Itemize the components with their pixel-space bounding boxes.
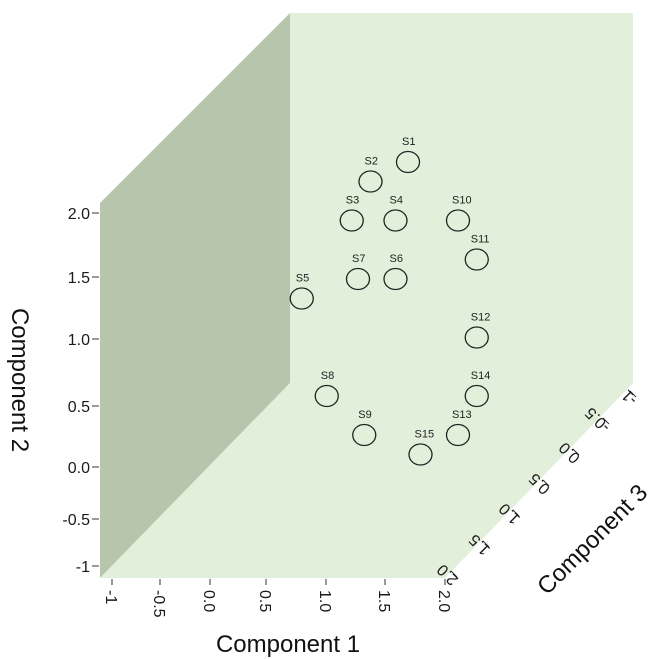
y-axis-ticks: -1 -0.5 0.0 0.5 1.0 1.5 2.0 — [62, 206, 99, 576]
data-point: S4 — [383, 195, 408, 232]
point-label: S6 — [390, 253, 403, 265]
y-axis-title: Component 2 — [6, 308, 33, 452]
point-marker — [408, 443, 433, 466]
point-marker — [289, 287, 314, 310]
point-marker — [352, 423, 377, 447]
x-tick-label: 0.5 — [256, 590, 273, 612]
x-axis-ticks: -1 -0.5 0.0 0.5 1.0 1.5 2.0 — [102, 579, 452, 618]
point-label: S7 — [352, 253, 365, 265]
data-point: S10 — [445, 195, 472, 232]
data-point: S7 — [345, 253, 371, 291]
y-tick: 1.5 — [68, 270, 99, 287]
x-tick: 1.0 — [316, 579, 333, 612]
point-label: S15 — [415, 429, 435, 441]
data-point: S12 — [464, 312, 491, 349]
point-marker — [345, 267, 371, 291]
x-tick-label: 2.0 — [435, 590, 452, 612]
point-label: S13 — [452, 409, 472, 421]
y-tick-label: 1.0 — [68, 332, 90, 349]
y-tick: 1.0 — [68, 332, 99, 349]
x-tick: -0.5 — [150, 579, 167, 618]
x-axis-title: Component 1 — [216, 631, 360, 658]
x-tick-label: -0.5 — [150, 590, 167, 618]
x-tick: 0.0 — [200, 579, 217, 612]
point-marker — [383, 209, 408, 232]
y-tick: -0.5 — [62, 512, 99, 529]
y-tick-label: -0.5 — [62, 512, 90, 529]
point-label: S3 — [346, 195, 359, 207]
data-point: S3 — [339, 195, 364, 232]
data-point: S8 — [314, 370, 339, 408]
point-marker — [464, 384, 489, 408]
y-tick: -1 — [76, 559, 99, 576]
point-marker — [464, 326, 489, 349]
y-tick: 0.0 — [68, 460, 99, 477]
side-wall — [100, 13, 290, 578]
floor — [100, 383, 633, 578]
y-tick: 2.0 — [68, 206, 99, 223]
point-marker — [339, 209, 364, 232]
data-point: S2 — [358, 156, 383, 193]
point-label: S10 — [452, 195, 472, 207]
scatter-points: S1 S2 S3 S4 S5 S6 S7 S8 S9 S10 S11 S12 S13 S14 S15 — [289, 136, 491, 466]
point-marker — [395, 150, 421, 174]
point-marker — [358, 170, 383, 193]
x-tick-label: 0.0 — [200, 590, 217, 612]
point-marker — [445, 209, 471, 232]
point-label: S9 — [358, 409, 371, 421]
point-marker — [314, 384, 339, 408]
point-label: S1 — [402, 136, 415, 148]
point-label: S14 — [471, 370, 491, 382]
point-label: S12 — [471, 312, 491, 324]
y-tick-label: 2.0 — [68, 206, 90, 223]
x-tick-label: 1.5 — [375, 590, 392, 612]
data-point: S1 — [395, 136, 421, 174]
point-label: S4 — [390, 195, 403, 207]
point-label: S5 — [296, 273, 309, 285]
point-label: S8 — [321, 370, 334, 382]
data-point: S14 — [464, 370, 491, 408]
z-axis-title: Component 3 — [532, 479, 652, 600]
x-tick: 1.5 — [375, 579, 392, 612]
y-tick-label: 0.5 — [68, 399, 90, 416]
point-label: S11 — [471, 234, 490, 246]
point-label: S2 — [365, 156, 378, 168]
data-point: S6 — [383, 253, 408, 291]
y-tick-label: 0.0 — [68, 460, 90, 477]
data-point: S13 — [445, 409, 472, 447]
y-tick: 0.5 — [68, 399, 99, 416]
back-wall — [290, 13, 633, 383]
point-marker — [445, 423, 471, 447]
y-tick-label: 1.5 — [68, 270, 90, 287]
data-point: S9 — [352, 409, 377, 447]
point-marker — [464, 248, 489, 271]
data-point: S5 — [289, 273, 314, 310]
x-tick-label: 1.0 — [316, 590, 333, 612]
x-tick: 0.5 — [256, 579, 273, 612]
data-point: S11 — [464, 234, 490, 271]
x-tick: -1 — [102, 579, 119, 604]
x-tick-label: -1 — [102, 590, 119, 604]
y-tick-label: -1 — [76, 559, 90, 576]
point-marker — [383, 267, 408, 291]
data-point: S15 — [408, 429, 435, 466]
x-tick: 2.0 — [435, 579, 452, 612]
